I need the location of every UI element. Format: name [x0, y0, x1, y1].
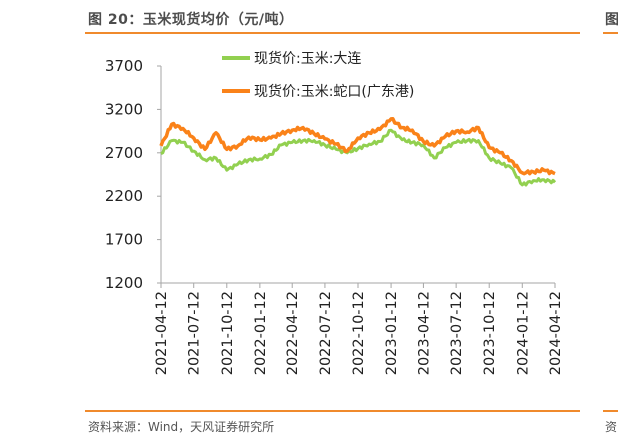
footer-divider [85, 410, 580, 412]
y-tick-label: 3200 [105, 100, 143, 118]
x-tick-label: 2022-10-12 [351, 291, 367, 375]
source-note: 资料来源：Wind，天风证券研究所 [88, 420, 275, 434]
legend-label: 现货价:玉米:蛇口(广东港) [254, 83, 414, 100]
x-tick-label: 2021-10-12 [220, 291, 236, 375]
y-tick-label: 1700 [105, 231, 143, 249]
y-tick-label: 2200 [105, 187, 143, 205]
series-shekou-line [159, 117, 556, 176]
y-tick-label: 1200 [105, 274, 143, 292]
y-axis: 1200 1700 2200 2700 3200 3700 [105, 57, 162, 292]
x-tick-label: 2023-04-12 [416, 291, 432, 375]
adjacent-title-divider [603, 32, 618, 34]
x-tick-label: 2022-07-12 [318, 291, 334, 375]
x-tick-label: 2024-04-12 [548, 291, 564, 375]
x-tick-label: 2022-01-12 [253, 291, 269, 375]
x-tick-label: 2022-04-12 [285, 291, 301, 375]
x-tick-label: 2023-10-12 [482, 291, 498, 375]
x-axis: 2021-04-12 2021-07-12 2021-10-12 2022-01-12… [154, 282, 564, 375]
legend-label: 现货价:玉米:大连 [254, 50, 361, 67]
adjacent-figure-title-fragment: 图 [605, 12, 618, 28]
y-tick-label: 2700 [105, 144, 143, 162]
x-tick-label: 2021-04-12 [154, 291, 170, 375]
x-tick-label: 2023-01-12 [384, 291, 400, 375]
adjacent-footer-divider [603, 410, 618, 412]
x-tick-label: 2023-07-12 [449, 291, 465, 375]
figure-title: 图 20：玉米现货均价（元/吨） [88, 12, 294, 28]
adjacent-source-fragment: 资 [605, 420, 618, 434]
series-dalian-line [160, 128, 557, 187]
series-lines [159, 117, 557, 187]
x-tick-label: 2024-01-12 [515, 291, 531, 375]
title-divider [85, 32, 580, 34]
x-tick-label: 2021-07-12 [187, 291, 203, 375]
y-tick-label: 3700 [105, 57, 143, 75]
